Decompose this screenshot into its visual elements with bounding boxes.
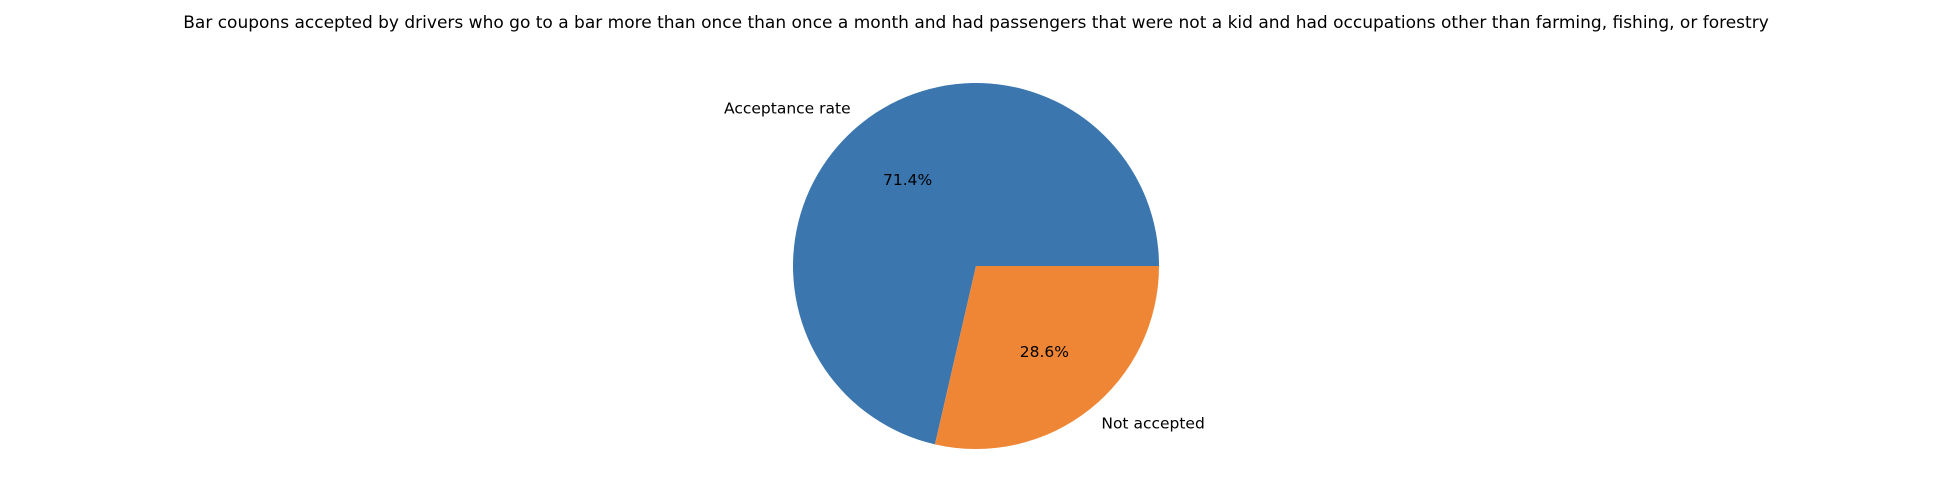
pie-labels: 71.4% Acceptance rate 28.6% Not accepted: [724, 100, 1205, 433]
pie-slice-2: [934, 266, 1159, 449]
pie-percent-label-2: 28.6%: [1020, 343, 1069, 361]
chart-title: Bar coupons accepted by drivers who go t…: [183, 13, 1769, 33]
pie-category-label-2: Not accepted: [1101, 414, 1204, 432]
pie-slice-1: [792, 82, 1159, 445]
pie-slices: [792, 82, 1159, 449]
pie-category-label-1: Acceptance rate: [724, 100, 851, 118]
pie-percent-label-1: 71.4%: [883, 171, 932, 189]
